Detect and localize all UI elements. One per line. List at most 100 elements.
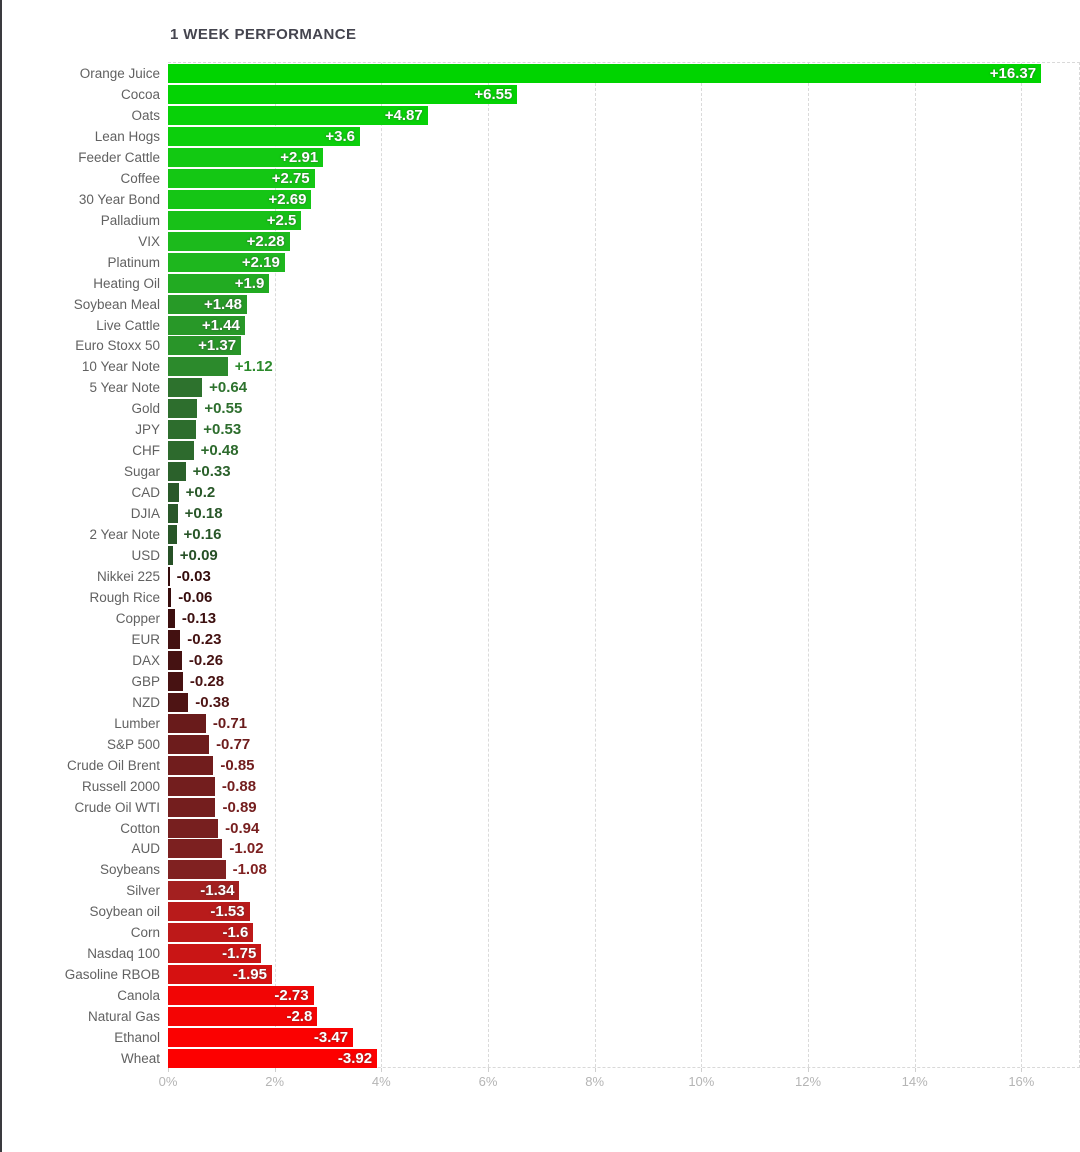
bar-platinum[interactable]: +2.19 [168,252,285,272]
bar-wheat[interactable]: -3.92 [168,1049,378,1069]
bar-crude-oil-brent[interactable]: -0.85 [168,755,255,775]
value-label-oats: +4.87 [384,106,423,124]
gridline [381,63,383,1067]
chart-row: CAD +0.2 [131,483,1079,503]
value-label-jpy: +0.53 [203,421,242,439]
chart-row: 5 Year Note +0.64 [89,378,1079,398]
category-label-soybean-meal: Soybean Meal [73,296,160,312]
bar-5-year-note[interactable]: +0.64 [168,378,247,398]
bar-ethanol[interactable]: -3.47 [168,1028,354,1048]
gridline [914,63,916,1067]
bar-lean-hogs[interactable]: +3.6 [168,126,360,146]
bar-30-year-bond[interactable]: +2.69 [168,189,312,209]
bar-gbp[interactable]: -0.28 [168,671,224,691]
value-label-crude-oil-brent: -0.85 [220,756,255,774]
category-label-chf: CHF [132,443,160,459]
bar-cad[interactable]: +0.2 [168,483,215,503]
category-label-coffee: Coffee [120,170,160,186]
bar-silver[interactable]: -1.34 [168,881,240,901]
chart-row: Oats +4.87 [131,105,1079,125]
category-label-5-year-note: 5 Year Note [89,380,160,396]
value-label-gold: +0.55 [204,400,243,418]
bar-copper[interactable]: -0.13 [168,608,216,628]
value-label-eur: -0.23 [187,630,222,648]
value-label-silver: -1.34 [200,882,235,900]
chart-row: Heating Oil +1.9 [93,273,1079,293]
chart-row: DAX -0.26 [132,650,1079,670]
bar-oats[interactable]: +4.87 [168,105,428,125]
value-label-rough-rice: -0.06 [178,588,213,606]
x-axis-tickmark [488,1068,489,1072]
bar-crude-oil-wti[interactable]: -0.89 [168,797,257,817]
bar-chf[interactable]: +0.48 [168,441,239,461]
bar-nikkei-225[interactable]: -0.03 [168,567,211,586]
bar-euro-stoxx-50[interactable]: +1.37 [168,336,242,356]
category-label-natural-gas: Natural Gas [87,1009,160,1025]
category-label-cocoa: Cocoa [120,86,160,102]
chart-row: Nikkei 225 -0.03 [97,567,1079,586]
bar-cocoa[interactable]: +6.55 [168,84,518,104]
bar-djia[interactable]: +0.18 [168,504,223,524]
value-label-nzd: -0.38 [195,693,230,711]
value-label-copper: -0.13 [181,609,217,627]
bar-vix[interactable]: +2.28 [168,231,290,251]
category-label-lean-hogs: Lean Hogs [94,128,160,144]
chart-row: Soybeans -1.08 [100,860,1079,880]
value-label-dax: -0.26 [188,651,224,669]
chart-row: 2 Year Note +0.16 [89,525,1079,545]
gridline [594,63,596,1067]
window-left-border [0,0,2,1152]
bar-sugar[interactable]: +0.33 [168,462,231,482]
bar-cotton[interactable]: -0.94 [168,818,259,838]
category-label-wheat: Wheat [120,1051,160,1067]
bar-orange-juice[interactable]: +16.37 [168,64,1042,83]
chart-row: CHF +0.48 [132,441,1079,461]
bar-eur[interactable]: -0.23 [168,629,221,649]
chart-row: AUD -1.02 [131,839,1079,859]
gridline [274,63,276,1067]
category-label-oats: Oats [131,107,160,123]
bar-live-cattle[interactable]: +1.44 [168,315,245,335]
bar-rough-rice[interactable]: -0.06 [168,587,212,607]
bar-nasdaq-100[interactable]: -1.75 [168,944,262,964]
bar-natural-gas[interactable]: -2.8 [168,1007,318,1027]
x-axis-tick-label: 6% [478,1074,498,1089]
bar-canola[interactable]: -2.73 [168,986,314,1006]
bar-s-p-500[interactable]: -0.77 [168,734,250,754]
bar-gasoline-rbob[interactable]: -1.95 [168,965,272,985]
bar-jpy[interactable]: +0.53 [168,420,241,440]
x-axis-tick-label: 16% [1008,1074,1035,1089]
bar-palladium[interactable]: +2.5 [168,210,302,230]
chart-row: Wheat -3.92 [121,1049,1079,1069]
chart-row: Nasdaq 100 -1.75 [87,944,1079,964]
value-label-nikkei-225: -0.03 [176,568,211,585]
chart-row: Copper -0.13 [116,608,1079,628]
bar-heating-oil[interactable]: +1.9 [168,273,270,293]
bar-nzd[interactable]: -0.38 [168,692,229,712]
bar-aud[interactable]: -1.02 [168,839,264,859]
bar-feeder-cattle[interactable]: +2.91 [168,147,324,167]
bar-corn[interactable]: -1.6 [168,923,254,943]
bar-soybeans[interactable]: -1.08 [168,860,267,880]
value-label-s-p-500: -0.77 [216,735,251,753]
value-label-wheat: -3.92 [337,1050,373,1068]
gridline [808,63,809,1067]
category-label-ethanol: Ethanol [114,1030,160,1046]
chart-row: Feeder Cattle +2.91 [78,147,1079,167]
bar-dax[interactable]: -0.26 [168,650,223,670]
bar-2-year-note[interactable]: +0.16 [168,525,222,545]
chart-row: Platinum +2.19 [107,252,1079,272]
bar-soybean-oil[interactable]: -1.53 [168,902,250,922]
bar-lumber[interactable]: -0.71 [168,713,247,733]
bar-soybean-meal[interactable]: +1.48 [168,294,247,314]
bar-10-year-note[interactable]: +1.12 [168,357,273,377]
bar-russell-2000[interactable]: -0.88 [168,776,256,796]
category-label-euro-stoxx-50: Euro Stoxx 50 [75,338,160,354]
category-label-usd: USD [131,548,160,564]
chart-row: Canola -2.73 [117,986,1079,1006]
gridline [1021,63,1023,1067]
bar-coffee[interactable]: +2.75 [168,168,315,188]
bar-usd[interactable]: +0.09 [168,546,218,566]
bar-gold[interactable]: +0.55 [168,399,242,419]
